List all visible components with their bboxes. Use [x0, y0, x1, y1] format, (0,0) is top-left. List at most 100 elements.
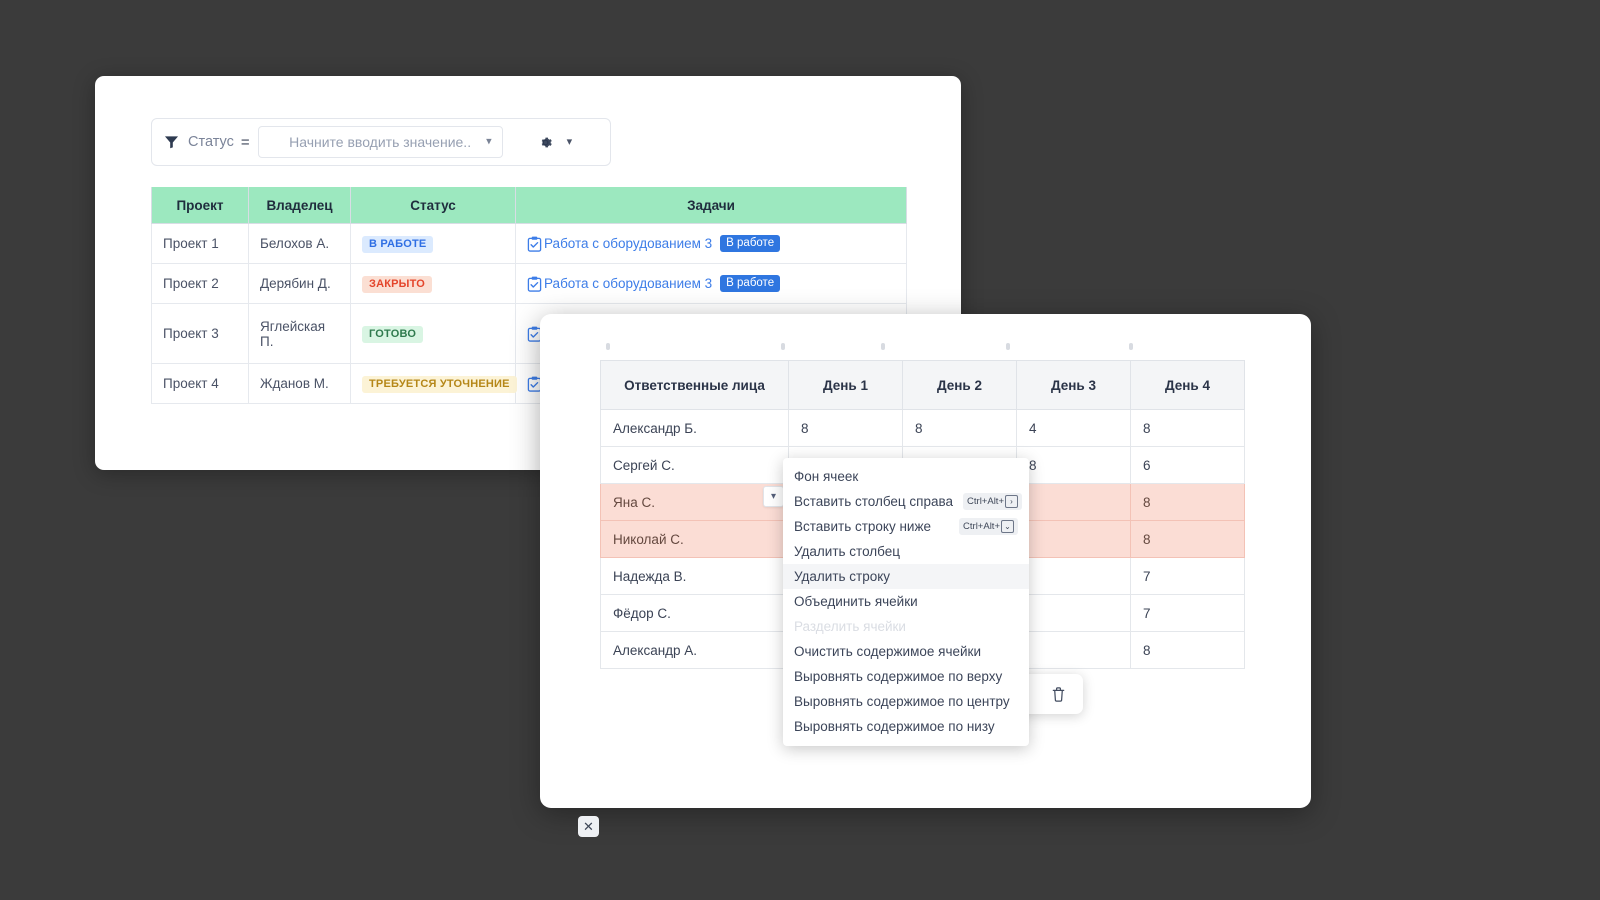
table-row[interactable]: Александр Б. 8 8 4 8: [600, 409, 1245, 447]
clipboard-check-icon: [527, 236, 542, 252]
cell-dropdown-button[interactable]: ▾: [763, 486, 784, 507]
cell-name[interactable]: Александр А.: [600, 631, 789, 669]
settings-chevron-down-icon[interactable]: ▾: [566, 135, 573, 148]
cell-day-4[interactable]: 8: [1130, 483, 1245, 521]
cell-name[interactable]: Яна С.: [600, 483, 789, 521]
menu-item-align-top[interactable]: Выровнять содержимое по верху: [783, 664, 1029, 689]
column-handle[interactable]: [781, 343, 785, 350]
column-handle[interactable]: [606, 343, 610, 350]
table-row[interactable]: Проект 2 Дерябин Д. ЗАКРЫТО Работа с обо…: [151, 263, 907, 304]
cell-name[interactable]: Александр Б.: [600, 409, 789, 447]
column-handle[interactable]: [1006, 343, 1010, 350]
menu-item-cell-background[interactable]: Фон ячеек: [783, 464, 1029, 489]
filter-value-placeholder: Начните вводить значение..: [289, 134, 472, 150]
menu-item-label: Вставить столбец справа: [794, 494, 954, 509]
shortcut-text: Ctrl+Alt+: [967, 496, 1004, 507]
cell-day-3[interactable]: 4: [1016, 409, 1131, 447]
arrow-down-keycap-icon: ⌄: [1001, 520, 1014, 533]
trash-icon[interactable]: [1050, 686, 1067, 703]
cell-tasks: Работа с оборудованием 3 В работе: [515, 263, 907, 304]
task-status-badge: В работе: [720, 235, 781, 252]
menu-item-label: Выровнять содержимое по верху: [794, 669, 1003, 684]
cell-project: Проект 4: [151, 363, 249, 404]
funnel-icon: [164, 136, 179, 149]
cell-project: Проект 2: [151, 263, 249, 304]
cell-owner: Яглейская П.: [248, 303, 351, 364]
menu-item-merge-cells[interactable]: Объединить ячейки: [783, 589, 1029, 614]
task-status-badge: В работе: [720, 275, 781, 292]
menu-item-label: Объединить ячейки: [794, 594, 918, 609]
menu-item-insert-column-right[interactable]: Вставить столбец справа Ctrl+Alt+ ›: [783, 489, 1029, 514]
cell-day-3[interactable]: 8: [1016, 446, 1131, 484]
column-header-day-3[interactable]: День 3: [1016, 360, 1131, 410]
projects-table: Проект Владелец Статус Задачи Проект 1 Б…: [151, 187, 907, 404]
projects-table-header-row: Проект Владелец Статус Задачи: [151, 187, 907, 224]
status-badge: ГОТОВО: [362, 325, 424, 343]
menu-item-insert-row-below[interactable]: Вставить строку ниже Ctrl+Alt+ ⌄: [783, 514, 1029, 539]
cell-day-4[interactable]: 7: [1130, 594, 1245, 632]
arrow-right-keycap-icon: ›: [1005, 495, 1018, 508]
column-header-project[interactable]: Проект: [151, 187, 249, 224]
filter-operator: =: [240, 133, 250, 151]
column-header-day-1[interactable]: День 1: [788, 360, 903, 410]
menu-item-delete-column[interactable]: Удалить столбец: [783, 539, 1029, 564]
menu-item-label: Разделить ячейки: [794, 619, 906, 634]
remove-rows-button[interactable]: ✕: [578, 816, 599, 837]
column-handle[interactable]: [1129, 343, 1133, 350]
filter-bar: Статус = Начните вводить значение.. ▾ ▾: [151, 118, 611, 166]
menu-item-align-middle[interactable]: Выровнять содержимое по центру: [783, 689, 1029, 714]
cell-name[interactable]: Сергей С.: [600, 446, 789, 484]
cell-day-2[interactable]: 8: [902, 409, 1017, 447]
column-header-owner[interactable]: Владелец: [248, 187, 351, 224]
filter-field-label: Статус: [188, 134, 234, 150]
cell-day-3[interactable]: [1016, 520, 1131, 558]
cell-status: В РАБОТЕ: [350, 223, 516, 264]
cell-owner: Дерябин Д.: [248, 263, 351, 304]
table-row[interactable]: Проект 1 Белохов А. В РАБОТЕ Работа с об…: [151, 223, 907, 264]
column-header-day-4[interactable]: День 4: [1130, 360, 1245, 410]
gear-icon[interactable]: [537, 134, 554, 151]
column-header-responsible[interactable]: Ответственные лица: [600, 360, 789, 410]
cell-status: ЗАКРЫТО: [350, 263, 516, 304]
cell-day-4[interactable]: 8: [1130, 631, 1245, 669]
menu-item-clear-cell-content[interactable]: Очистить содержимое ячейки: [783, 639, 1029, 664]
cell-project: Проект 3: [151, 303, 249, 364]
column-header-day-2[interactable]: День 2: [902, 360, 1017, 410]
cell-name[interactable]: Надежда В.: [600, 557, 789, 595]
menu-item-label: Очистить содержимое ячейки: [794, 644, 981, 659]
cell-status: ТРЕБУЕТСЯ УТОЧНЕНИЕ: [350, 363, 517, 404]
column-handle[interactable]: [881, 343, 885, 350]
cell-day-4[interactable]: 8: [1130, 409, 1245, 447]
cell-status: ГОТОВО: [350, 303, 516, 364]
task-link[interactable]: Работа с оборудованием 3: [544, 236, 713, 251]
cell-day-3[interactable]: [1016, 631, 1131, 669]
menu-item-delete-row[interactable]: Удалить строку: [783, 564, 1029, 589]
menu-item-label: Фон ячеек: [794, 469, 859, 484]
cell-day-4[interactable]: 8: [1130, 520, 1245, 558]
cell-day-4[interactable]: 6: [1130, 446, 1245, 484]
projects-window: Статус = Начните вводить значение.. ▾ ▾ …: [95, 76, 961, 470]
cell-day-3[interactable]: [1016, 557, 1131, 595]
cell-day-1[interactable]: 8: [788, 409, 903, 447]
menu-item-label: Вставить строку ниже: [794, 519, 932, 534]
menu-item-label: Выровнять содержимое по центру: [794, 694, 1010, 709]
cell-day-4[interactable]: 7: [1130, 557, 1245, 595]
menu-item-split-cells: Разделить ячейки: [783, 614, 1029, 639]
shortcut-text: Ctrl+Alt+: [963, 521, 1000, 532]
status-badge: ЗАКРЫТО: [362, 275, 433, 293]
cell-name[interactable]: Николай С.: [600, 520, 789, 558]
task-link[interactable]: Работа с оборудованием 3: [544, 276, 713, 291]
status-badge: ТРЕБУЕТСЯ УТОЧНЕНИЕ: [362, 375, 517, 393]
column-header-tasks[interactable]: Задачи: [515, 187, 907, 224]
menu-item-label: Удалить строку: [794, 569, 891, 584]
cell-owner: Белохов А.: [248, 223, 351, 264]
cell-day-3[interactable]: [1016, 594, 1131, 632]
menu-item-align-bottom[interactable]: Выровнять содержимое по низу: [783, 714, 1029, 739]
chevron-down-icon[interactable]: ▾: [486, 135, 492, 148]
cell-day-3[interactable]: [1016, 483, 1131, 521]
cell-name[interactable]: Фёдор С.: [600, 594, 789, 632]
clipboard-check-icon: [527, 276, 542, 292]
column-header-status[interactable]: Статус: [350, 187, 516, 224]
filter-value-input[interactable]: Начните вводить значение.. ▾: [257, 126, 503, 158]
cell-tasks: Работа с оборудованием 3 В работе: [515, 223, 907, 264]
